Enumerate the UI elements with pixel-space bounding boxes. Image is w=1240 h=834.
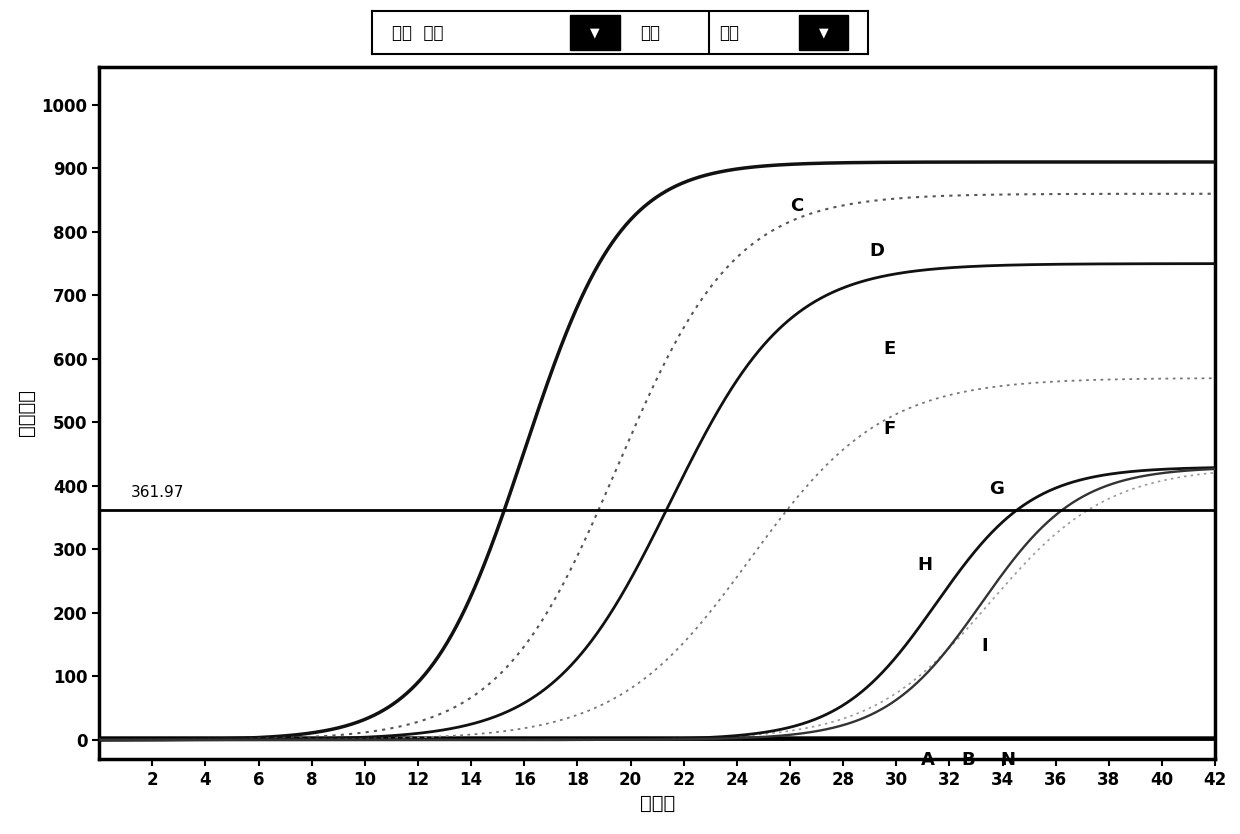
Text: 线型: 线型 bbox=[640, 23, 660, 42]
Text: G: G bbox=[990, 480, 1004, 498]
Text: D: D bbox=[869, 242, 885, 260]
Text: H: H bbox=[918, 556, 932, 575]
Text: 361.97: 361.97 bbox=[131, 485, 185, 500]
FancyBboxPatch shape bbox=[799, 15, 848, 50]
Text: I: I bbox=[981, 637, 988, 655]
X-axis label: 循环数: 循环数 bbox=[640, 794, 675, 813]
Text: N: N bbox=[1001, 751, 1016, 769]
Text: ▼: ▼ bbox=[818, 26, 828, 39]
Text: ▼: ▼ bbox=[590, 26, 600, 39]
Y-axis label: 荧光强度: 荧光强度 bbox=[17, 389, 36, 436]
Text: A: A bbox=[921, 751, 935, 769]
Text: C: C bbox=[790, 198, 804, 215]
Text: E: E bbox=[883, 340, 895, 359]
Text: F: F bbox=[883, 420, 895, 438]
Text: B: B bbox=[961, 751, 975, 769]
FancyBboxPatch shape bbox=[570, 15, 620, 50]
Text: 颜色  孔位: 颜色 孔位 bbox=[392, 23, 444, 42]
Text: 线性: 线性 bbox=[719, 23, 739, 42]
